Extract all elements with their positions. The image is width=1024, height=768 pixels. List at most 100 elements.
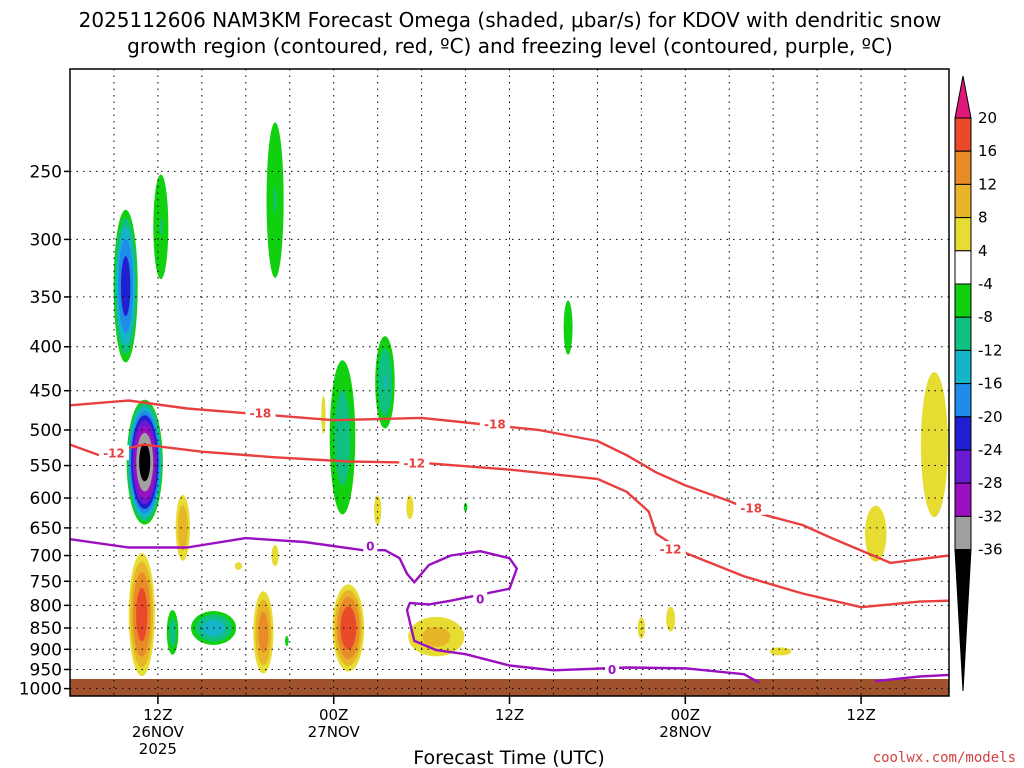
colorbar-segment bbox=[954, 383, 972, 418]
contour-label-bg bbox=[736, 499, 767, 515]
omega-shade bbox=[406, 495, 414, 520]
omega-area-21 bbox=[321, 395, 326, 434]
omega-area-1 bbox=[153, 174, 169, 280]
colorbar-label: -8 bbox=[978, 308, 993, 326]
colorbar-label: -12 bbox=[978, 341, 1003, 359]
y-tick-label: 1000 bbox=[19, 680, 62, 700]
omega-shade bbox=[136, 587, 148, 642]
contour-label: -12 bbox=[103, 447, 125, 461]
y-tick-label: 450 bbox=[30, 382, 62, 402]
omega-shade bbox=[271, 545, 279, 567]
y-tick-label: 500 bbox=[30, 421, 62, 441]
colorbar-label: -28 bbox=[978, 474, 1003, 492]
omega-area-16 bbox=[864, 505, 887, 562]
y-tick-label: 700 bbox=[30, 547, 62, 567]
contour-label-bg bbox=[479, 415, 510, 431]
colorbar-segment bbox=[954, 515, 972, 551]
contour-2: 0 0 0 bbox=[70, 536, 760, 684]
omega-shade bbox=[273, 187, 277, 213]
omega-shade bbox=[258, 611, 269, 653]
y-tick-label: 300 bbox=[30, 230, 62, 250]
y-tick-label: 250 bbox=[30, 162, 62, 182]
colorbar-label: -4 bbox=[978, 275, 993, 293]
omega-area-15 bbox=[408, 616, 465, 657]
chart-title: 2025112606 NAM3KM Forecast Omega (shaded… bbox=[79, 8, 942, 32]
colorbar-label: 16 bbox=[978, 142, 997, 160]
gridlines bbox=[70, 69, 949, 696]
colorbar-label: 12 bbox=[978, 175, 997, 193]
y-tick-label: 900 bbox=[30, 640, 62, 660]
omega-area-9 bbox=[166, 609, 179, 655]
x-axis-label: Forecast Time (UTC) bbox=[413, 747, 604, 768]
colorbar-top-arrow bbox=[954, 75, 972, 119]
contour-label-bg bbox=[605, 661, 620, 677]
x-tick-label: 12Z bbox=[846, 706, 875, 724]
contour-3 bbox=[874, 673, 949, 683]
omega-shade bbox=[234, 562, 243, 570]
contour-label-bg bbox=[655, 541, 686, 557]
omega-area-7 bbox=[463, 502, 468, 512]
colorbar-segment bbox=[954, 416, 972, 451]
omega-shading bbox=[113, 122, 948, 677]
omega-shade bbox=[637, 617, 645, 639]
x-tick-date: 26NOV bbox=[132, 723, 185, 741]
contour-line bbox=[70, 536, 760, 684]
colorbar-label: -32 bbox=[978, 507, 1003, 525]
y-tick-label: 750 bbox=[30, 572, 62, 592]
y-tick-label: 350 bbox=[30, 288, 62, 308]
contour-label-bg bbox=[473, 590, 488, 606]
credit-text: coolwx.com/models bbox=[873, 750, 1016, 766]
y-tick-label: 800 bbox=[30, 596, 62, 616]
contour-label: 0 bbox=[608, 663, 616, 677]
colorbar-label: -24 bbox=[978, 441, 1003, 459]
contour-label-bg bbox=[399, 454, 430, 470]
omega-shade bbox=[159, 218, 163, 236]
omega-shade bbox=[864, 505, 887, 562]
colorbar-label: 8 bbox=[978, 209, 988, 227]
colorbar-label: -16 bbox=[978, 375, 1003, 393]
omega-area-23 bbox=[374, 495, 382, 526]
y-tick-label: 950 bbox=[30, 660, 62, 680]
omega-area-2 bbox=[266, 122, 284, 278]
omega-shade bbox=[168, 618, 177, 647]
contour-label: -18 bbox=[250, 407, 272, 421]
omega-shade bbox=[177, 505, 188, 551]
omega-shade bbox=[383, 375, 387, 389]
contour-1: -12 -12 -12 bbox=[70, 443, 949, 609]
omega-shade bbox=[374, 495, 382, 526]
temperature-contours: -18 -18 -18 -12 -12 -12 0 0 0 bbox=[70, 399, 949, 684]
omega-area-17 bbox=[920, 372, 948, 518]
omega-shade bbox=[422, 626, 451, 647]
omega-area-12 bbox=[175, 495, 190, 561]
omega-shade bbox=[463, 502, 468, 512]
y-tick-label: 850 bbox=[30, 619, 62, 639]
colorbar-segment bbox=[954, 482, 972, 517]
omega-shade bbox=[666, 606, 676, 632]
colorbar-segment bbox=[954, 150, 972, 185]
x-tick-label: 00Z bbox=[319, 706, 348, 724]
x-tick-date: 27NOV bbox=[308, 723, 361, 741]
omega-shade bbox=[334, 389, 351, 486]
colorbar-segment bbox=[954, 449, 972, 484]
colorbar-segment bbox=[954, 283, 972, 318]
colorbar-label: 4 bbox=[978, 242, 988, 260]
omega-shade bbox=[920, 372, 948, 518]
contour-0: -18 -18 -18 bbox=[70, 399, 949, 565]
x-tick-date: 28NOV bbox=[659, 723, 712, 741]
contour-label: 0 bbox=[366, 539, 374, 553]
y-tick-label: 650 bbox=[30, 519, 62, 539]
contour-label: -18 bbox=[484, 417, 506, 431]
contour-label: -18 bbox=[740, 501, 762, 515]
omega-shade bbox=[285, 635, 289, 647]
y-axis-pressure: 2503003504004505005506006507007508008509… bbox=[19, 162, 70, 700]
colorbar-segment bbox=[954, 183, 972, 219]
contour-label-bg bbox=[245, 405, 276, 421]
omega-area-5 bbox=[375, 336, 395, 429]
omega-area-10 bbox=[285, 635, 289, 647]
omega-area-18 bbox=[637, 617, 645, 639]
omega-shade bbox=[120, 256, 131, 317]
contour-line bbox=[70, 443, 949, 609]
contour-line bbox=[874, 673, 949, 683]
omega-area-13 bbox=[253, 591, 274, 674]
